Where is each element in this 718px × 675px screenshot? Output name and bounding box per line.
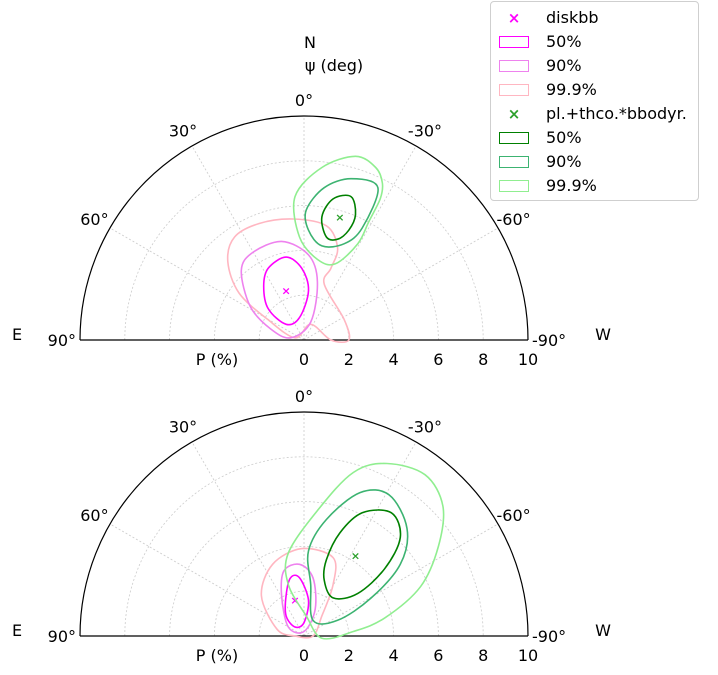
r-tick-label: 6 <box>433 646 443 665</box>
contour-diskbb-90pct <box>240 240 319 339</box>
legend-label: 99.9% <box>546 176 597 195</box>
legend-label: 99.9% <box>546 80 597 99</box>
side-label-west: W <box>595 621 611 640</box>
theta-tick-label: -30° <box>408 417 442 436</box>
polar-panel-bottom: × × 0 2 4 6 8 10 P (%) 0° 30° 60° 90° -30° -60° -90° E W <box>12 387 611 665</box>
grid-arc-r2 <box>258 294 350 341</box>
theta-tick-label: 90° <box>48 331 76 350</box>
outer-arc <box>79 115 529 341</box>
title-north: N <box>304 33 316 52</box>
legend-marker-icon: × <box>507 9 521 27</box>
side-label-east: E <box>12 325 22 344</box>
r-tick-label: 0 <box>299 646 309 665</box>
r-tick-label: 0 <box>299 350 309 369</box>
theta-tick-label: -90° <box>532 331 566 350</box>
polar-panel-top: × × 0 2 4 6 8 10 P (%) 0° 30° 60° 90° -30° -60° -90° E W N… <box>12 33 611 369</box>
r-tick-label: 4 <box>389 646 399 665</box>
theta-tick-label: 90° <box>48 627 76 646</box>
contour-diskbb-50pct <box>262 256 310 326</box>
contour-pl-thco-bbodyr-90pct <box>304 177 379 248</box>
r-tick-label: 6 <box>433 350 443 369</box>
r-tick-label: 8 <box>478 646 488 665</box>
r-tick-label: 10 <box>518 350 538 369</box>
legend-swatch <box>499 36 529 48</box>
grid-spoke-150 <box>109 523 305 637</box>
legend-entry: 50% <box>491 127 698 151</box>
grid-spoke-120 <box>191 441 305 637</box>
legend-entry: 90% <box>491 151 698 175</box>
outer-arc <box>79 411 529 637</box>
r-tick-label: 4 <box>389 350 399 369</box>
legend-entry: × pl.+thco.*bbodyr. <box>491 103 698 127</box>
best-fit-marker-diskbb: × <box>281 285 290 298</box>
legend-label: 50% <box>546 128 582 147</box>
grid-arc-r8 <box>124 456 484 637</box>
best-fit-marker-diskbb: × <box>290 594 299 607</box>
legend-label: 90% <box>546 152 582 171</box>
theta-tick-label: 60° <box>80 506 108 525</box>
grid-arc-r8 <box>124 160 484 341</box>
legend-swatch <box>499 60 529 72</box>
grid-spoke-30 <box>303 523 499 637</box>
best-fit-marker-pl-thco-bbodyr: × <box>335 211 344 224</box>
legend-swatch <box>499 156 529 168</box>
theta-tick-label: -60° <box>497 506 531 525</box>
contour-pl-thco-bbodyr-99-9pct <box>292 155 384 266</box>
r-tick-label: 2 <box>344 350 354 369</box>
radial-axis-label: P (%) <box>196 646 238 665</box>
contour-pl-thco-bbodyr-90pct <box>306 489 409 625</box>
legend-swatch <box>499 180 529 192</box>
legend-label: pl.+thco.*bbodyr. <box>546 104 687 123</box>
contour-diskbb-50pct <box>284 574 310 629</box>
grid-spoke-150 <box>109 227 305 341</box>
side-label-east: E <box>12 621 22 640</box>
r-tick-label: 10 <box>518 646 538 665</box>
theta-tick-label: -90° <box>532 627 566 646</box>
grid-spoke-30 <box>303 227 499 341</box>
legend-swatch <box>499 132 529 144</box>
r-tick-label: 8 <box>478 350 488 369</box>
title-psi-deg: ψ (deg) <box>305 56 363 75</box>
contour-pl-thco-bbodyr-99-9pct <box>284 462 445 640</box>
contour-pl-thco-bbodyr-50pct <box>322 509 402 600</box>
side-label-west: W <box>595 325 611 344</box>
legend-entry: 90% <box>491 55 698 79</box>
theta-tick-label: 30° <box>169 121 197 140</box>
legend-label: 90% <box>546 56 582 75</box>
r-tick-label: 2 <box>344 646 354 665</box>
theta-tick-label: 0° <box>295 91 313 110</box>
contour-diskbb-99-9pct <box>226 218 351 344</box>
theta-tick-label: 60° <box>80 210 108 229</box>
grid-spoke-60 <box>303 441 417 637</box>
legend-label: diskbb <box>546 8 599 27</box>
grid-spoke-120 <box>191 145 305 341</box>
legend-entry: 99.9% <box>491 175 698 199</box>
theta-tick-label: 30° <box>169 417 197 436</box>
theta-tick-label: -30° <box>408 121 442 140</box>
legend-marker-icon: × <box>507 105 521 123</box>
grid-spoke-60 <box>303 145 417 341</box>
legend-label: 50% <box>546 32 582 51</box>
legend-entry: × diskbb <box>491 7 698 31</box>
legend-swatch <box>499 84 529 96</box>
legend-entry: 99.9% <box>491 79 698 103</box>
theta-tick-label: 0° <box>295 387 313 406</box>
legend: × diskbb 50% 90% 99.9% × pl.+thco.*bbodyr. 50% 9… <box>490 1 699 201</box>
contour-pl-thco-bbodyr-50pct <box>320 194 357 241</box>
contour-diskbb-99-9pct <box>260 547 337 639</box>
best-fit-marker-pl-thco-bbodyr: × <box>351 549 360 562</box>
legend-entry: 50% <box>491 31 698 55</box>
theta-tick-label: -60° <box>497 210 531 229</box>
radial-axis-label: P (%) <box>196 350 238 369</box>
